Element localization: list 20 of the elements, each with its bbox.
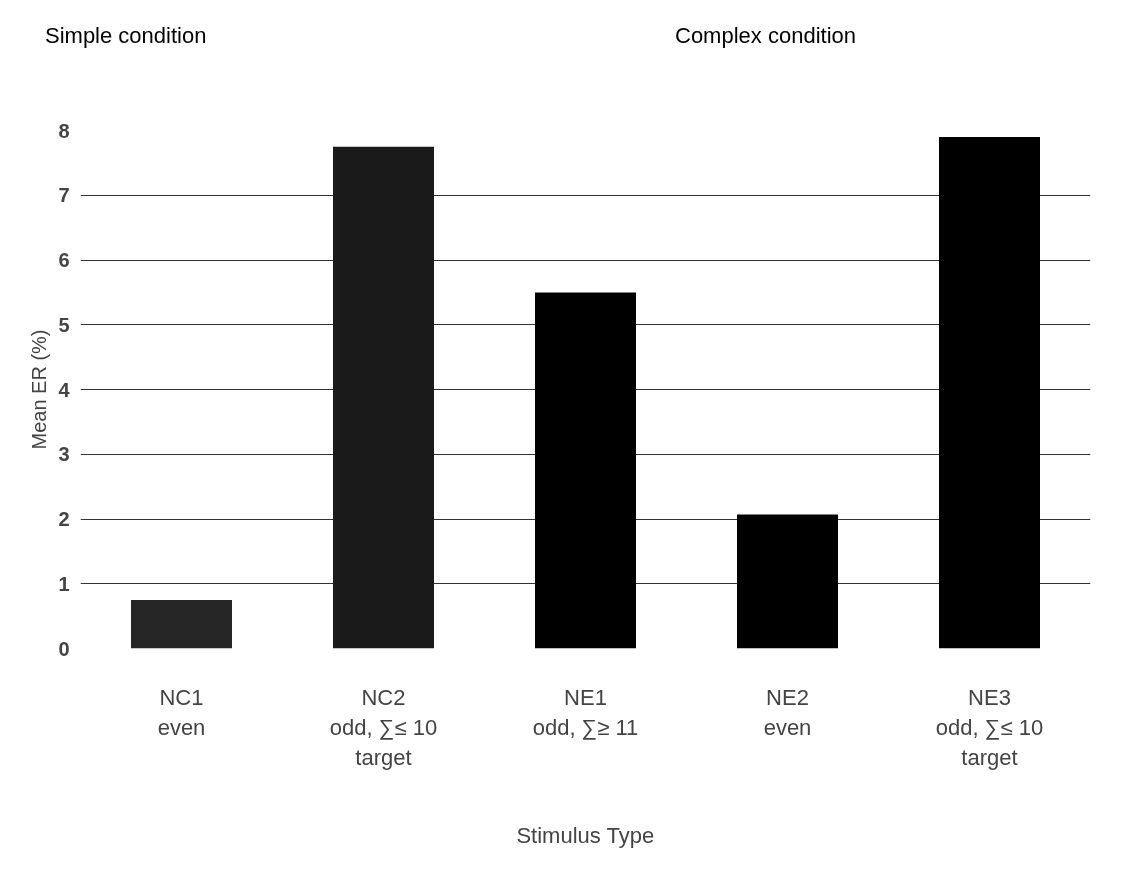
bar	[131, 599, 232, 649]
y-tick-label: 1	[58, 572, 70, 595]
y-tick-label: 3	[58, 443, 70, 466]
y-tick-label: 7	[58, 184, 70, 207]
y-tick-label: 0	[58, 637, 70, 660]
y-tick-label: 6	[58, 249, 70, 271]
x-axis-title: Stimulus Type	[516, 822, 655, 848]
x-tick-label: NC2 odd, ∑≤ 10 target	[329, 684, 438, 770]
y-tick-label: 2	[58, 508, 70, 530]
text: Simple condition	[45, 22, 207, 50]
bar	[333, 146, 434, 649]
y-tick-label: 5	[58, 313, 70, 336]
x-tick-label: NE1 odd, ∑≥ 11	[532, 684, 639, 740]
text: Complex condition	[675, 22, 856, 50]
x-tick-label: NE2 even	[763, 684, 812, 740]
y-tick-label: 4	[58, 378, 71, 401]
y-tick-label: 8	[58, 119, 70, 142]
x-tick-label: NC1 even	[157, 684, 206, 740]
y-axis-title: Mean ER (%)	[28, 329, 51, 450]
x-tick-label: NE3 odd, ∑≤ 10 target	[935, 684, 1044, 770]
